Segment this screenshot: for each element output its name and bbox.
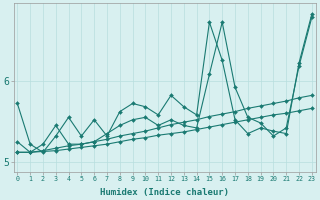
X-axis label: Humidex (Indice chaleur): Humidex (Indice chaleur) [100,188,229,197]
